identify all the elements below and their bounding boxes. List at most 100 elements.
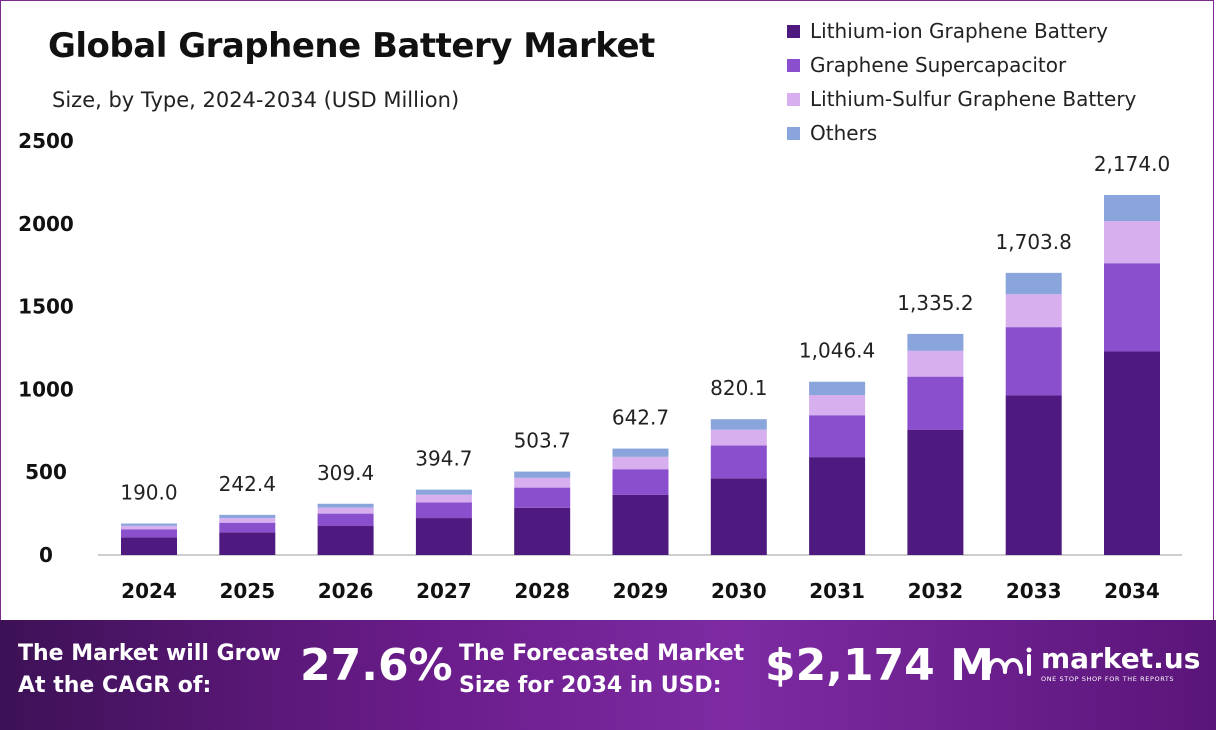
legend-item-others: Others <box>787 116 1136 150</box>
chart-subtitle: Size, by Type, 2024-2034 (USD Million) <box>52 88 460 112</box>
x-tick-label: 2028 <box>514 579 570 603</box>
legend-label: Graphene Supercapacitor <box>810 53 1067 77</box>
legend-label: Lithium-Sulfur Graphene Battery <box>810 87 1137 111</box>
x-tick-label: 2026 <box>318 579 374 603</box>
bar-segment-3 <box>1005 294 1062 328</box>
bar-total-label: 1,703.8 <box>996 230 1072 254</box>
bar-segment-1 <box>612 494 669 555</box>
bar-segment-3 <box>907 350 964 377</box>
bar-segment-2 <box>219 522 276 533</box>
bar-total-label: 503.7 <box>514 429 571 453</box>
x-tick-label: 2024 <box>121 579 177 603</box>
bar-segment-2 <box>317 513 374 527</box>
x-tick-label: 2032 <box>908 579 964 603</box>
bar-segment-1 <box>1104 351 1160 555</box>
brand-name: market.us <box>1041 642 1201 675</box>
bar-segment-2 <box>809 415 866 458</box>
y-tick-label: 500 <box>25 460 67 484</box>
x-tick-label: 2025 <box>219 579 275 603</box>
legend-swatch <box>787 24 800 38</box>
x-tick-label: 2027 <box>416 579 472 603</box>
bar-segment-2 <box>612 469 669 495</box>
bar-segment-3 <box>710 429 767 446</box>
bar-segment-2 <box>514 487 571 508</box>
bar-segment-1 <box>907 429 964 555</box>
cagr-caption-line2: At the CAGR of: <box>18 673 212 698</box>
bar-segment-4 <box>1104 194 1160 222</box>
legend-label: Lithium-ion Graphene Battery <box>810 19 1108 43</box>
y-tick-label: 1000 <box>18 377 74 401</box>
legend-swatch <box>787 126 800 140</box>
y-tick-label: 2000 <box>18 212 74 236</box>
cagr-caption: The Market will Grow At the CAGR of: <box>18 638 281 702</box>
bar-segment-2 <box>710 445 767 479</box>
bar-segment-2 <box>1104 263 1160 352</box>
brand-tagline: ONE STOP SHOP FOR THE REPORTS <box>1041 675 1175 683</box>
forecast-caption: The Forecasted Market Size for 2034 in U… <box>459 638 744 702</box>
bar-segment-2 <box>1005 327 1062 396</box>
bar-segment-1 <box>514 507 571 555</box>
bar-segment-4 <box>317 503 374 508</box>
bar-segment-3 <box>317 507 374 514</box>
bar-segment-3 <box>612 456 669 470</box>
bar-segment-3 <box>219 518 276 523</box>
bar-segment-2 <box>121 529 177 538</box>
bar-segment-4 <box>415 489 472 495</box>
bar-total-label: 2,174.0 <box>1094 152 1170 176</box>
brand-text: market.us ONE STOP SHOP FOR THE REPORTS <box>1041 644 1200 684</box>
bar-total-label: 190.0 <box>120 481 177 505</box>
y-tick-label: 2500 <box>18 129 74 153</box>
chart-frame <box>0 0 1214 620</box>
bar-total-label: 1,335.2 <box>897 291 973 315</box>
bar-segment-4 <box>907 333 964 351</box>
bar-segment-4 <box>219 514 276 519</box>
bar-segment-1 <box>219 532 276 555</box>
bar-total-label: 642.7 <box>612 406 669 430</box>
bar-segment-3 <box>514 477 571 488</box>
bar-segment-1 <box>710 478 767 555</box>
legend-item-lithium-ion: Lithium-ion Graphene Battery <box>787 14 1136 48</box>
footer-banner: The Market will Grow At the CAGR of: 27.… <box>0 620 1216 730</box>
bar-segment-2 <box>907 376 964 430</box>
cagr-caption-line1: The Market will Grow <box>18 641 281 666</box>
bar-segment-3 <box>809 395 866 416</box>
legend-item-lithium-sulfur: Lithium-Sulfur Graphene Battery <box>787 82 1136 116</box>
bar-segment-3 <box>415 494 472 503</box>
chart-title: Global Graphene Battery Market <box>48 26 655 66</box>
bar-segment-1 <box>809 457 866 555</box>
market-us-logo-icon <box>987 647 1032 676</box>
cagr-value: 27.6% <box>300 640 453 691</box>
bar-segment-4 <box>514 471 571 478</box>
x-tick-label: 2030 <box>711 579 767 603</box>
bar-segment-4 <box>1005 272 1062 295</box>
bar-segment-3 <box>121 525 177 530</box>
forecast-value: $2,174 M <box>765 640 994 691</box>
bar-total-label: 242.4 <box>219 472 276 496</box>
bar-total-label: 394.7 <box>415 447 472 471</box>
legend-swatch <box>787 92 800 106</box>
legend-item-supercapacitor: Graphene Supercapacitor <box>787 48 1136 82</box>
forecast-caption-line2: Size for 2034 in USD: <box>459 673 722 698</box>
bar-segment-1 <box>317 526 374 555</box>
y-tick-label: 1500 <box>18 295 74 319</box>
legend-swatch <box>787 58 800 72</box>
bar-segment-4 <box>612 448 669 457</box>
bar-total-label: 820.1 <box>710 376 767 400</box>
bar-segment-4 <box>710 419 767 430</box>
x-tick-label: 2034 <box>1104 579 1160 603</box>
bar-segment-1 <box>1005 395 1062 555</box>
y-tick-label: 0 <box>39 543 53 567</box>
stacked-bar-chart: 0 500 1000 1500 2000 2500 190.0 2024 242.4 2025 30… <box>18 129 1182 603</box>
bar-segment-1 <box>121 537 177 555</box>
forecast-caption-line1: The Forecasted Market <box>459 641 745 666</box>
chart-legend: Lithium-ion Graphene Battery Graphene Su… <box>787 14 1136 150</box>
legend-label: Others <box>810 121 878 145</box>
bar-segment-4 <box>121 523 177 526</box>
x-tick-label: 2033 <box>1006 579 1062 603</box>
bar-segment-3 <box>1104 221 1160 264</box>
brand-logo: market.us ONE STOP SHOP FOR THE REPORTS <box>985 642 1200 686</box>
bar-segment-2 <box>415 502 472 519</box>
bar-segment-4 <box>809 381 866 396</box>
x-tick-label: 2029 <box>613 579 669 603</box>
bar-total-label: 1,046.4 <box>799 339 875 363</box>
